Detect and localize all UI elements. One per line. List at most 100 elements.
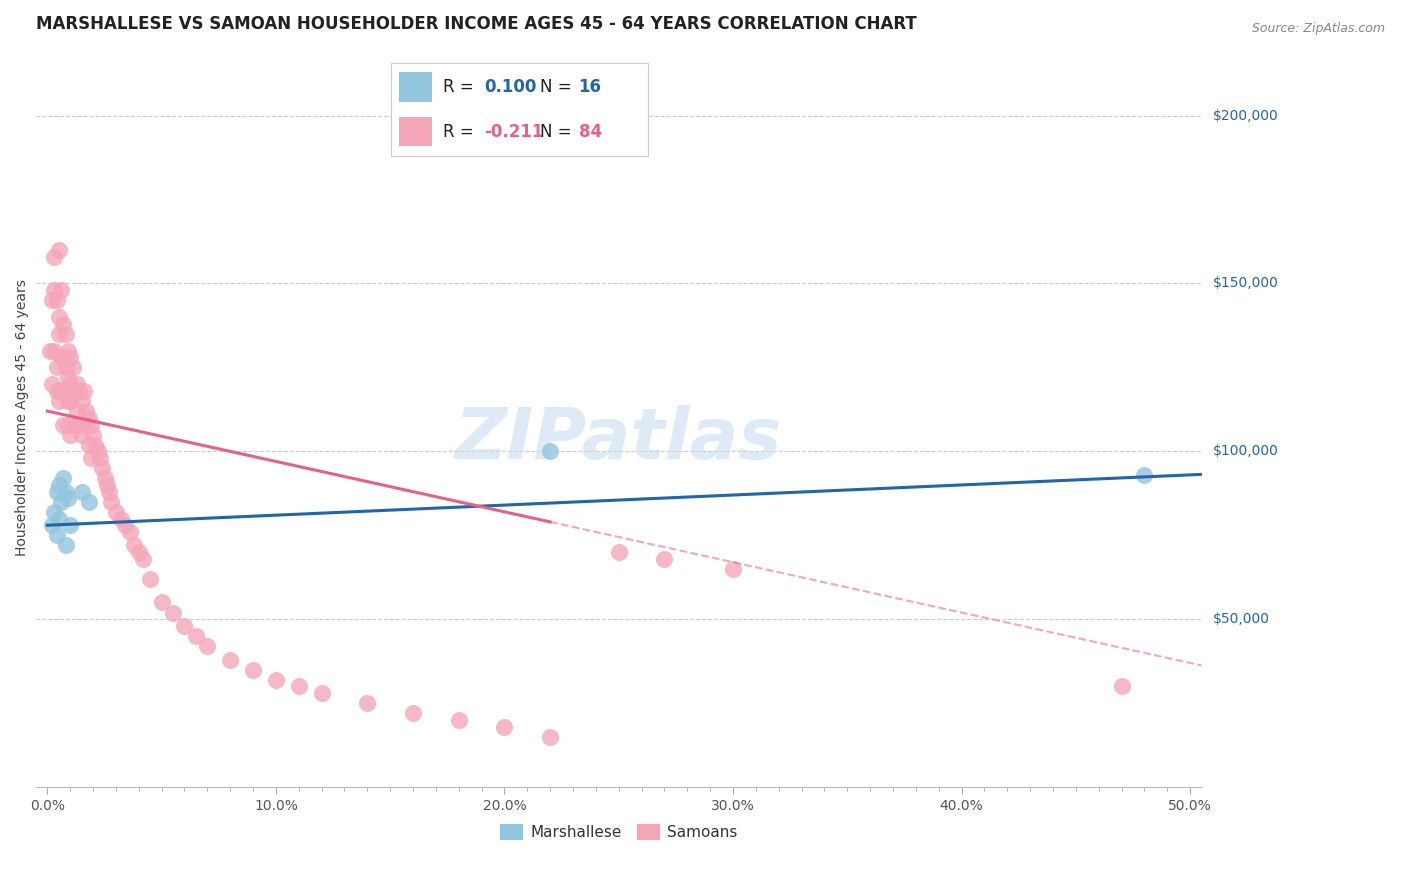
Point: [173, 619, 195, 633]
Point: [89, 451, 111, 466]
Point: [100, 494, 122, 508]
Point: [55, 384, 77, 398]
Point: [63, 384, 86, 398]
Point: [150, 595, 173, 609]
Point: [132, 551, 155, 566]
Point: [139, 572, 162, 586]
Point: [56, 370, 79, 384]
Point: [67, 417, 90, 432]
Point: [195, 639, 218, 653]
Point: [70, 484, 93, 499]
Point: [44, 250, 66, 264]
Point: [45, 384, 67, 398]
Point: [73, 417, 96, 432]
Point: [607, 545, 630, 559]
Point: [66, 377, 89, 392]
Point: [49, 384, 72, 398]
Point: [93, 471, 115, 485]
Point: [63, 417, 86, 432]
Point: [52, 417, 75, 432]
Text: $100,000: $100,000: [1212, 444, 1278, 458]
Point: [98, 484, 121, 499]
Point: [49, 494, 72, 508]
Point: [52, 384, 75, 398]
Point: [82, 427, 104, 442]
Point: [162, 606, 184, 620]
Point: [48, 243, 70, 257]
Point: [75, 404, 97, 418]
Point: [721, 562, 744, 576]
Point: [49, 283, 72, 297]
Point: [45, 528, 67, 542]
Text: ZIPatlas: ZIPatlas: [456, 406, 782, 475]
Point: [538, 444, 561, 458]
Point: [62, 360, 84, 375]
Point: [654, 551, 676, 566]
Text: MARSHALLESE VS SAMOAN HOUSEHOLDER INCOME AGES 45 - 64 YEARS CORRELATION CHART: MARSHALLESE VS SAMOAN HOUSEHOLDER INCOME…: [37, 15, 917, 33]
Point: [55, 538, 77, 552]
Point: [45, 484, 67, 499]
Point: [38, 343, 60, 358]
Point: [44, 283, 66, 297]
Point: [118, 524, 141, 539]
Point: [55, 484, 77, 499]
Point: [48, 478, 70, 492]
Point: [80, 417, 103, 432]
Point: [1111, 680, 1133, 694]
Point: [70, 427, 93, 442]
Point: [44, 343, 66, 358]
Point: [48, 511, 70, 525]
Legend: Marshallese, Samoans: Marshallese, Samoans: [494, 818, 744, 846]
Point: [56, 417, 79, 432]
Point: [67, 384, 90, 398]
Point: [77, 410, 100, 425]
Point: [48, 394, 70, 409]
Point: [45, 293, 67, 308]
Point: [447, 713, 470, 727]
Point: [356, 696, 378, 710]
Point: [86, 444, 108, 458]
Point: [219, 652, 242, 666]
Point: [73, 384, 96, 398]
Point: [56, 343, 79, 358]
Point: [287, 680, 309, 694]
Point: [70, 394, 93, 409]
Point: [41, 518, 63, 533]
Point: [242, 663, 264, 677]
Point: [77, 437, 100, 451]
Y-axis label: Householder Income Ages 45 - 64 years: Householder Income Ages 45 - 64 years: [15, 279, 30, 557]
Point: [538, 730, 561, 744]
Text: $200,000: $200,000: [1212, 109, 1278, 122]
Point: [59, 351, 82, 365]
Point: [110, 511, 132, 525]
Point: [77, 494, 100, 508]
Point: [84, 437, 107, 451]
Point: [59, 427, 82, 442]
Text: $150,000: $150,000: [1212, 277, 1278, 291]
Point: [56, 491, 79, 506]
Point: [80, 451, 103, 466]
Point: [114, 518, 136, 533]
Point: [62, 384, 84, 398]
Point: [59, 377, 82, 392]
Point: [55, 360, 77, 375]
Point: [48, 310, 70, 324]
Point: [56, 394, 79, 409]
Point: [59, 394, 82, 409]
Point: [96, 478, 118, 492]
Point: [264, 673, 287, 687]
Point: [66, 404, 89, 418]
Point: [104, 505, 127, 519]
Point: [59, 518, 82, 533]
Text: $50,000: $50,000: [1212, 612, 1270, 626]
Point: [49, 351, 72, 365]
Point: [52, 351, 75, 365]
Text: Source: ZipAtlas.com: Source: ZipAtlas.com: [1251, 22, 1385, 36]
Point: [1133, 467, 1156, 482]
Point: [48, 326, 70, 341]
Point: [128, 545, 150, 559]
Point: [91, 461, 114, 475]
Point: [45, 360, 67, 375]
Point: [52, 471, 75, 485]
Point: [311, 686, 333, 700]
